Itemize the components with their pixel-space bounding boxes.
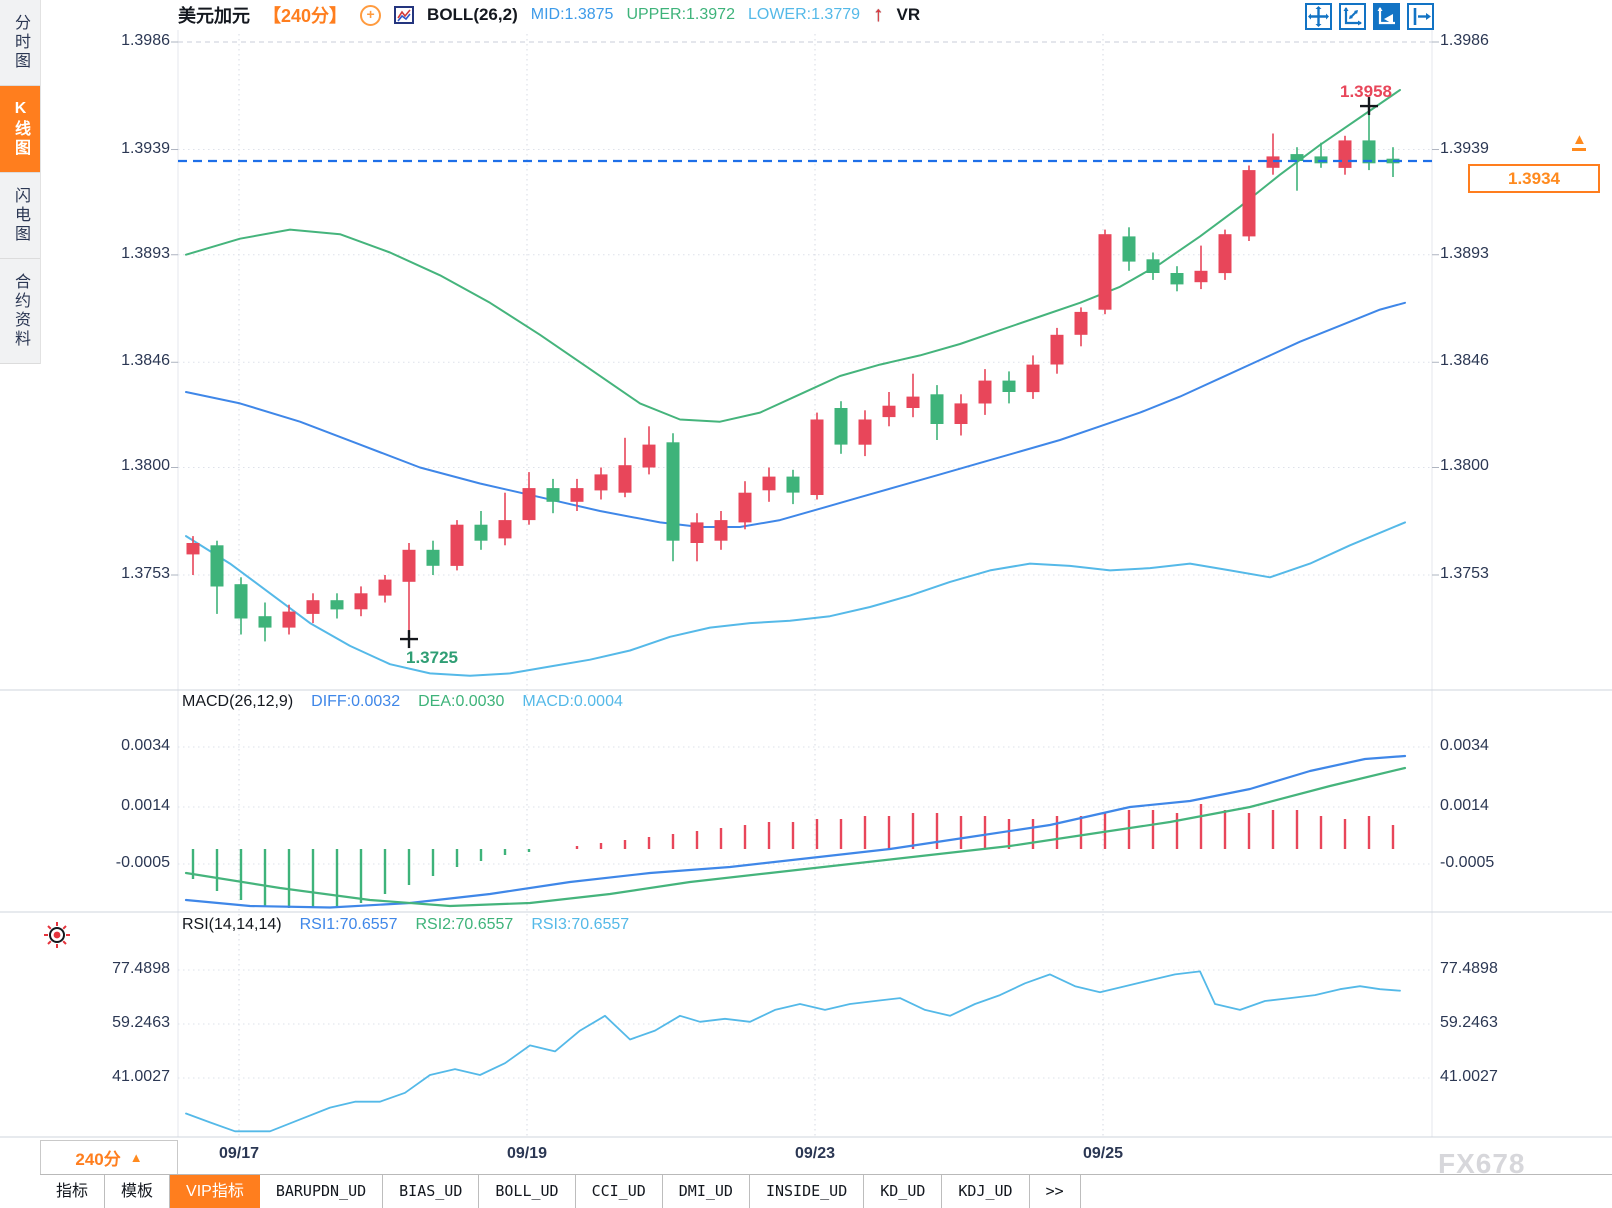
macd-axis-label-right: 0.0034: [1440, 737, 1489, 754]
rsi-title[interactable]: RSI(14,14,14): [182, 916, 282, 933]
bottom-tab-8[interactable]: INSIDE_UD: [750, 1175, 865, 1208]
macd-axis-label-left: -0.0005: [115, 854, 170, 871]
macd-header: MACD(26,12,9) DIFF:0.0032 DEA:0.0030 MAC…: [182, 693, 623, 711]
price-axis-label-right: 1.3986: [1440, 32, 1489, 49]
boll-indicator-label[interactable]: BOLL(26,2): [427, 5, 518, 24]
chevron-up-icon: ▲: [129, 1150, 143, 1165]
bottom-tab-9[interactable]: KD_UD: [864, 1175, 943, 1208]
rsi-axis-label-left: 41.0027: [112, 1068, 170, 1085]
date-label-1: 09/19: [506, 1145, 548, 1162]
macd-diff-value: DIFF:0.0032: [311, 693, 401, 710]
chart-header: 美元加元 【240分】 + BOLL(26,2) MID:1.3875 UPPE…: [178, 0, 920, 30]
rsi2-value: RSI2:70.6557: [415, 916, 514, 933]
bottom-tab-0[interactable]: 指标: [40, 1175, 106, 1208]
price-axis-label-left: 1.3753: [121, 565, 170, 582]
sidebar-item-0[interactable]: 分时图: [0, 0, 40, 86]
date-label-2: 09/23: [794, 1145, 836, 1162]
shift-right-icon[interactable]: [1407, 3, 1434, 30]
low-price-label: 1.3725: [406, 648, 458, 668]
macd-macd-value: MACD:0.0004: [522, 693, 623, 710]
pan-icon[interactable]: [1305, 3, 1332, 30]
chart-toolbar: [1305, 3, 1434, 30]
price-axis-label-left: 1.3939: [121, 139, 170, 157]
date-label-0: 09/17: [218, 1145, 260, 1162]
macd-dea-value: DEA:0.0030: [418, 693, 505, 710]
macd-axis-label-left: 0.0034: [121, 737, 170, 754]
rsi-axis-label-right: 59.2463: [1440, 1014, 1498, 1031]
sun-icon[interactable]: [42, 920, 72, 950]
bottom-tab-2[interactable]: VIP指标: [170, 1175, 260, 1208]
rsi-axis-label-left: 77.4898: [112, 960, 170, 977]
price-axis-label-right: 1.3800: [1440, 457, 1489, 475]
bottom-tab-7[interactable]: DMI_UD: [663, 1175, 750, 1208]
period-label: 【240分】: [263, 6, 348, 26]
price-axis-label-right: 1.3939: [1440, 139, 1489, 157]
up-arrow-icon: ↑: [873, 3, 884, 26]
bottom-tab-11[interactable]: >>: [1030, 1175, 1081, 1208]
sidebar-item-3[interactable]: 合约资料: [0, 259, 40, 364]
macd-axis-label-right: 0.0014: [1440, 797, 1489, 814]
chart-type-sidebar: 分时图 K线图 闪电图 合约资料: [0, 0, 41, 364]
sidebar-item-1[interactable]: K线图: [0, 86, 40, 173]
rsi-header: RSI(14,14,14) RSI1:70.6557 RSI2:70.6557 …: [182, 916, 629, 934]
axis-scale-icon[interactable]: [1373, 3, 1400, 30]
indicator-tabbar: 指标 模板 VIP指标 BARUPDN_UD BIAS_UD BOLL_UD CCI_UD D…: [40, 1174, 1612, 1208]
price-axis-label-left: 1.3800: [121, 457, 170, 475]
bottom-tab-6[interactable]: CCI_UD: [576, 1175, 663, 1208]
symbol-name: 美元加元: [178, 6, 250, 26]
macd-axis-label-right: -0.0005: [1440, 854, 1495, 871]
price-axis-label-right: 1.3893: [1440, 244, 1489, 262]
date-label-3: 09/25: [1082, 1145, 1124, 1162]
vr-indicator-label[interactable]: VR: [896, 5, 921, 24]
boll-chart-icon: [394, 5, 415, 25]
current-price-tag: 1.3934: [1468, 163, 1600, 193]
price-axis-label-left: 1.3893: [121, 244, 170, 262]
price-up-arrow-icon: ▲: [1572, 132, 1587, 151]
boll-lower-value: LOWER:1.3779: [747, 6, 861, 23]
rsi-axis-label-left: 59.2463: [112, 1014, 170, 1031]
period-selector[interactable]: 240分 ▲: [40, 1140, 178, 1175]
watermark: FX678: [1438, 1148, 1526, 1179]
add-indicator-icon[interactable]: +: [360, 4, 382, 26]
price-axis-label-left: 1.3986: [121, 32, 170, 49]
axis-zoom-icon[interactable]: [1339, 3, 1366, 30]
macd-axis-label-left: 0.0014: [121, 797, 170, 814]
boll-upper-value: UPPER:1.3972: [626, 6, 735, 23]
price-axis-label-right: 1.3753: [1440, 565, 1489, 582]
rsi-axis-label-right: 41.0027: [1440, 1068, 1498, 1085]
high-price-label: 1.3958: [1340, 82, 1392, 102]
macd-title[interactable]: MACD(26,12,9): [182, 693, 294, 710]
sidebar-item-2[interactable]: 闪电图: [0, 173, 40, 259]
bottom-tab-4[interactable]: BIAS_UD: [383, 1175, 480, 1208]
price-axis-label-left: 1.3846: [121, 352, 170, 370]
bottom-tab-10[interactable]: KDJ_UD: [942, 1175, 1030, 1208]
bottom-tab-5[interactable]: BOLL_UD: [479, 1175, 576, 1208]
rsi-axis-label-right: 77.4898: [1440, 960, 1498, 977]
price-axis-label-right: 1.3846: [1440, 352, 1489, 370]
bottom-tab-3[interactable]: BARUPDN_UD: [260, 1175, 384, 1208]
rsi3-value: RSI3:70.6557: [531, 916, 630, 933]
boll-mid-value: MID:1.3875: [530, 6, 614, 23]
bottom-tab-1[interactable]: 模板: [105, 1175, 171, 1208]
rsi1-value: RSI1:70.6557: [299, 916, 398, 933]
